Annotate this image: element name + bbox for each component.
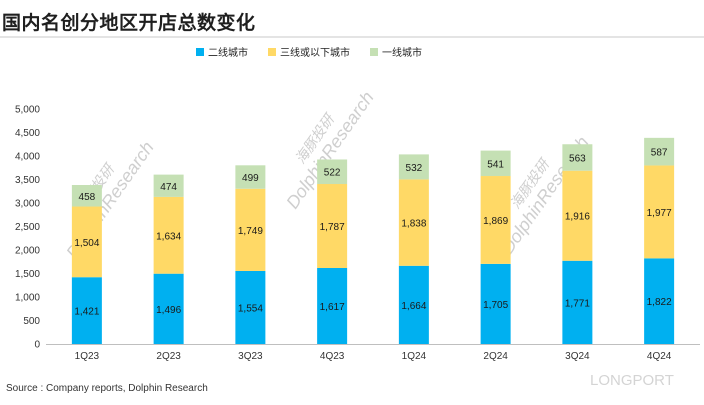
x-tick-label: 1Q23 [75, 351, 100, 362]
bar-segment [153, 196, 184, 274]
legend-item-series-1: 二线城市 [196, 44, 248, 59]
bar-segment [562, 144, 593, 171]
data-label: 563 [569, 153, 586, 164]
legend-swatch [196, 47, 204, 56]
data-label: 1,749 [238, 226, 263, 237]
data-label: 1,664 [401, 301, 426, 312]
data-label: 474 [160, 182, 177, 193]
bar-segment [317, 268, 348, 344]
data-label: 1,634 [156, 231, 181, 242]
legend-label: 二线城市 [208, 48, 248, 59]
bar-segment [398, 265, 429, 344]
data-label: 1,771 [565, 298, 590, 309]
data-label: 1,504 [74, 238, 99, 249]
data-label: 532 [406, 163, 423, 174]
bar-segment [480, 263, 511, 344]
x-tick-label: 2Q23 [156, 351, 181, 362]
x-tick-label: 3Q24 [565, 351, 590, 362]
bar-segment [317, 159, 348, 185]
watermark-logo-text: LONGPORT [590, 372, 674, 389]
y-tick-label: 1,500 [15, 269, 40, 280]
legend-swatch [370, 47, 378, 56]
y-tick-label: 2,500 [15, 222, 40, 233]
data-label: 541 [487, 159, 504, 170]
legend-item-series-2: 三线或以下城市 [268, 44, 350, 59]
y-tick-label: 4,000 [15, 152, 40, 163]
y-axis: 0 500 1,000 1,500 2,000 2,500 3,000 3,500 4,000 4… [15, 105, 40, 351]
bar-segment [644, 137, 675, 166]
bar-segment [644, 165, 675, 259]
bar-segment [153, 273, 184, 344]
data-label: 1,838 [401, 219, 426, 230]
bar-segment [644, 258, 675, 344]
data-label: 1,705 [483, 300, 508, 311]
bar-segment [398, 154, 429, 180]
legend-label: 三线或以下城市 [280, 48, 350, 59]
bar-segment [398, 179, 429, 266]
bar-segment [480, 176, 511, 264]
x-tick-label: 3Q23 [238, 351, 263, 362]
y-tick-label: 500 [23, 316, 40, 327]
data-label: 587 [651, 148, 668, 159]
y-tick-label: 1,000 [15, 293, 40, 304]
y-tick-label: 2,000 [15, 246, 40, 257]
bar-segment [562, 170, 593, 261]
x-tick-label: 4Q23 [320, 351, 345, 362]
bar-segment [480, 150, 511, 177]
bar-segment [235, 270, 266, 344]
bar-segment [71, 206, 102, 278]
source-note: Source : Company reports, Dolphin Resear… [6, 383, 208, 394]
data-label: 1,554 [238, 303, 263, 314]
data-label: 1,617 [320, 302, 345, 313]
bar-segment [235, 165, 266, 189]
bar-segment [153, 174, 184, 197]
legend-item-series-3: 一线城市 [370, 44, 422, 59]
data-label: 499 [242, 173, 259, 184]
data-label: 1,916 [565, 212, 590, 223]
legend-swatch [268, 47, 276, 56]
x-axis: 1Q23 2Q23 3Q23 4Q23 1Q24 2Q24 3Q24 4Q24 [46, 344, 700, 362]
x-tick-label: 1Q24 [402, 351, 427, 362]
bar-segment [235, 188, 266, 271]
data-label: 1,869 [483, 216, 508, 227]
y-tick-label: 0 [34, 340, 40, 351]
bar-segment [317, 184, 348, 269]
data-label: 1,496 [156, 305, 181, 316]
bars: 1,421 1,504 458 1,496 1,634 474 1,554 1,749 499 1… [71, 137, 675, 344]
data-label: 1,421 [74, 307, 99, 318]
bar-segment [71, 184, 102, 207]
data-label: 1,787 [320, 222, 345, 233]
data-label: 458 [79, 192, 96, 203]
y-tick-label: 4,500 [15, 128, 40, 139]
data-label: 1,977 [647, 208, 672, 219]
data-label: 522 [324, 168, 341, 179]
bar-segment [71, 277, 102, 344]
bar-segment [562, 260, 593, 344]
data-label: 1,822 [647, 297, 672, 308]
y-tick-label: 3,500 [15, 175, 40, 186]
x-tick-label: 4Q24 [647, 351, 672, 362]
legend: 二线城市 三线或以下城市 一线城市 [196, 44, 422, 59]
y-tick-label: 5,000 [15, 105, 40, 116]
legend-label: 一线城市 [382, 48, 422, 59]
title-divider [0, 36, 704, 38]
chart-title: 国内名创分地区开店总数变化 [2, 12, 256, 34]
y-tick-label: 3,000 [15, 199, 40, 210]
x-tick-label: 2Q24 [483, 351, 508, 362]
